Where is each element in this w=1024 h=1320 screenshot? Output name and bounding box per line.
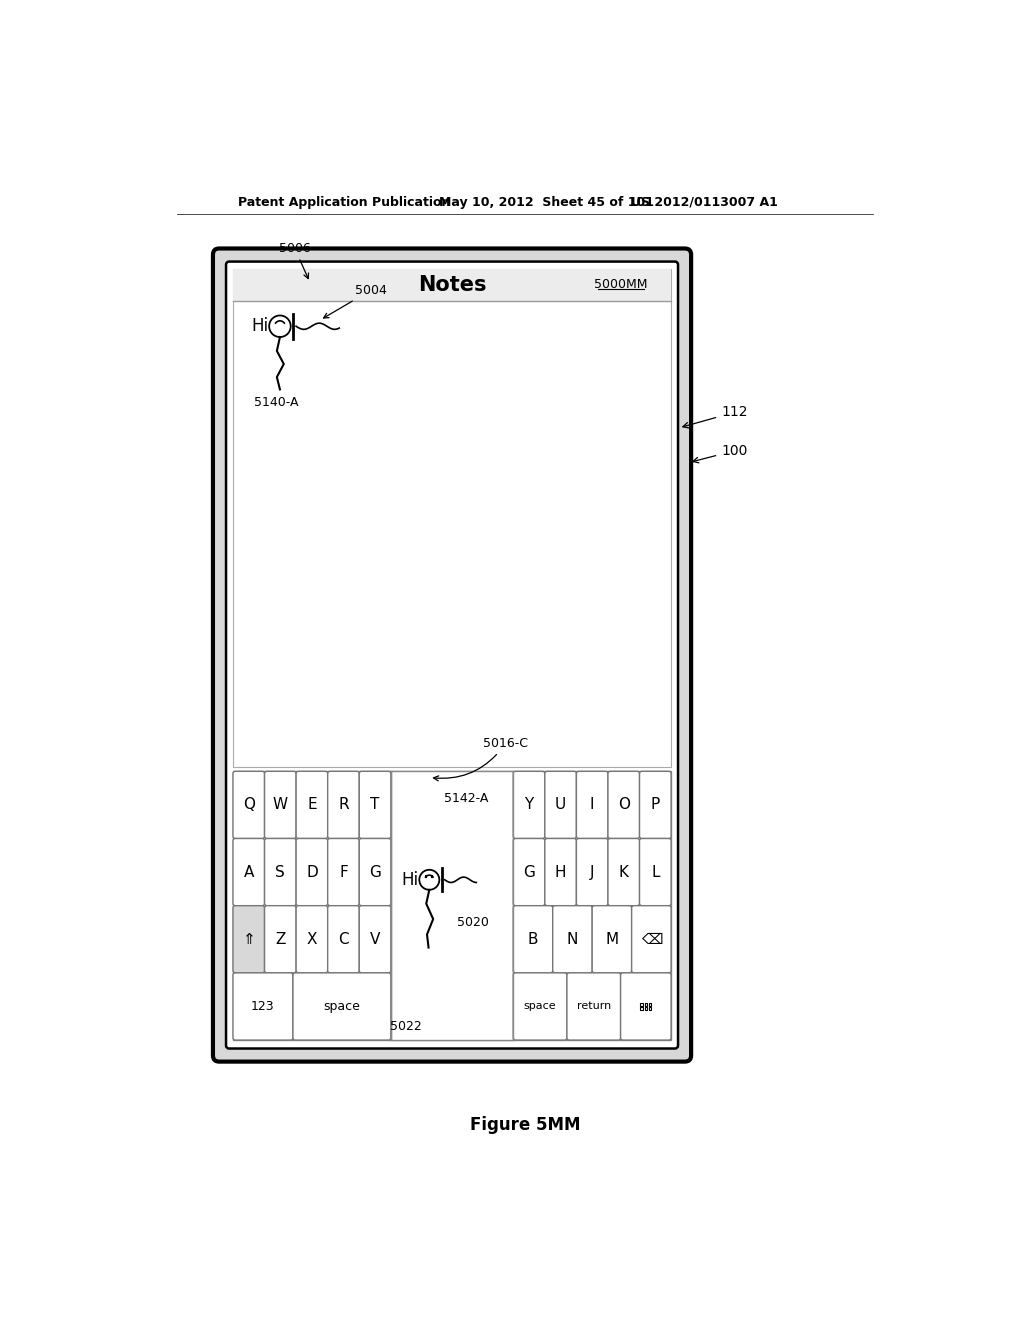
Bar xyxy=(648,1007,651,1010)
Text: Figure 5MM: Figure 5MM xyxy=(470,1115,580,1134)
Text: 5000MM: 5000MM xyxy=(594,279,648,292)
FancyBboxPatch shape xyxy=(621,973,671,1040)
Text: Z: Z xyxy=(275,932,286,946)
Text: U: U xyxy=(555,797,566,812)
FancyBboxPatch shape xyxy=(608,838,640,906)
FancyBboxPatch shape xyxy=(233,906,264,973)
FancyBboxPatch shape xyxy=(233,838,264,906)
Text: 5016-C: 5016-C xyxy=(433,737,528,781)
FancyBboxPatch shape xyxy=(608,771,640,838)
Text: Y: Y xyxy=(524,797,534,812)
Text: ⇑: ⇑ xyxy=(243,932,255,946)
Text: R: R xyxy=(338,797,349,812)
Bar xyxy=(640,1007,643,1010)
Bar xyxy=(644,1003,647,1006)
Text: M: M xyxy=(605,932,618,946)
Text: 5022: 5022 xyxy=(390,1019,422,1032)
Text: E: E xyxy=(307,797,316,812)
FancyBboxPatch shape xyxy=(264,838,296,906)
Text: K: K xyxy=(618,865,629,879)
FancyBboxPatch shape xyxy=(233,973,293,1040)
FancyBboxPatch shape xyxy=(264,906,296,973)
FancyBboxPatch shape xyxy=(513,771,545,838)
Bar xyxy=(644,1007,647,1010)
Text: 112: 112 xyxy=(683,405,748,428)
FancyBboxPatch shape xyxy=(567,973,621,1040)
FancyBboxPatch shape xyxy=(553,906,592,973)
Text: S: S xyxy=(275,865,286,879)
Text: H: H xyxy=(555,865,566,879)
FancyBboxPatch shape xyxy=(545,771,577,838)
Bar xyxy=(233,268,671,767)
FancyBboxPatch shape xyxy=(577,771,608,838)
Text: B: B xyxy=(527,932,539,946)
FancyBboxPatch shape xyxy=(592,906,632,973)
Text: I: I xyxy=(590,797,594,812)
Text: ⌫: ⌫ xyxy=(641,932,663,946)
Text: O: O xyxy=(617,797,630,812)
Text: J: J xyxy=(590,865,594,879)
FancyBboxPatch shape xyxy=(296,771,328,838)
FancyBboxPatch shape xyxy=(233,771,264,838)
Text: T: T xyxy=(371,797,380,812)
Text: space: space xyxy=(324,1001,360,1012)
Text: Hi: Hi xyxy=(251,317,268,335)
FancyBboxPatch shape xyxy=(632,906,671,973)
Text: P: P xyxy=(650,797,659,812)
Text: return: return xyxy=(577,1002,611,1011)
FancyBboxPatch shape xyxy=(296,906,328,973)
Bar xyxy=(233,268,671,301)
Text: 5142-A: 5142-A xyxy=(444,792,488,805)
Text: W: W xyxy=(272,797,288,812)
Text: A: A xyxy=(244,865,254,879)
Text: 100: 100 xyxy=(693,444,748,463)
Text: 5006: 5006 xyxy=(279,242,310,279)
FancyBboxPatch shape xyxy=(213,248,691,1061)
Text: 5004: 5004 xyxy=(324,284,386,318)
FancyBboxPatch shape xyxy=(328,838,359,906)
Text: 5020: 5020 xyxy=(457,916,488,929)
Text: May 10, 2012  Sheet 45 of 101: May 10, 2012 Sheet 45 of 101 xyxy=(438,195,653,209)
Text: Patent Application Publication: Patent Application Publication xyxy=(239,195,451,209)
Text: space: space xyxy=(523,1002,556,1011)
FancyBboxPatch shape xyxy=(640,771,671,838)
Text: US 2012/0113007 A1: US 2012/0113007 A1 xyxy=(631,195,778,209)
Text: F: F xyxy=(339,865,348,879)
FancyBboxPatch shape xyxy=(359,906,391,973)
Text: V: V xyxy=(370,932,380,946)
FancyBboxPatch shape xyxy=(328,771,359,838)
FancyBboxPatch shape xyxy=(545,838,577,906)
FancyBboxPatch shape xyxy=(513,906,553,973)
Text: G: G xyxy=(369,865,381,879)
Text: L: L xyxy=(651,865,659,879)
FancyBboxPatch shape xyxy=(293,973,391,1040)
FancyBboxPatch shape xyxy=(264,771,296,838)
Text: Hi: Hi xyxy=(401,871,419,888)
Text: 5140-A: 5140-A xyxy=(254,396,298,409)
FancyBboxPatch shape xyxy=(577,838,608,906)
Text: Q: Q xyxy=(243,797,255,812)
FancyBboxPatch shape xyxy=(513,838,545,906)
Text: X: X xyxy=(306,932,317,946)
Text: 123: 123 xyxy=(251,1001,274,1012)
Text: G: G xyxy=(523,865,535,879)
Text: N: N xyxy=(566,932,579,946)
Bar xyxy=(640,1003,643,1006)
FancyBboxPatch shape xyxy=(513,973,567,1040)
FancyBboxPatch shape xyxy=(296,838,328,906)
Text: Notes: Notes xyxy=(418,275,486,294)
FancyBboxPatch shape xyxy=(640,838,671,906)
Bar xyxy=(391,771,513,1040)
Bar xyxy=(233,771,671,1040)
Bar xyxy=(648,1003,651,1006)
Text: C: C xyxy=(338,932,349,946)
FancyBboxPatch shape xyxy=(328,906,359,973)
FancyBboxPatch shape xyxy=(226,261,678,1048)
FancyBboxPatch shape xyxy=(359,771,391,838)
Text: D: D xyxy=(306,865,317,879)
FancyBboxPatch shape xyxy=(359,838,391,906)
